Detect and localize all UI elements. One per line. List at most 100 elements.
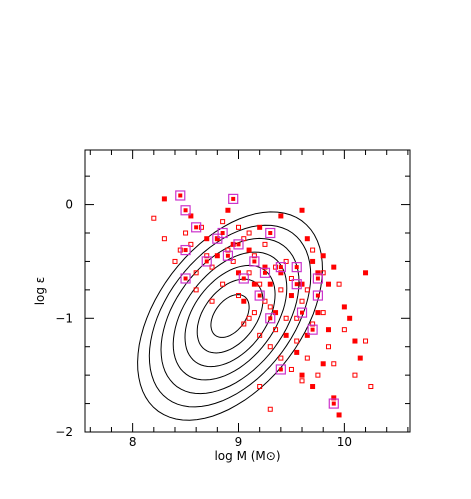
data-point-open <box>267 344 273 350</box>
x-axis-label: log M (M⊙) <box>214 449 280 463</box>
data-point-filled <box>341 304 347 310</box>
data-point-filled <box>214 253 220 259</box>
data-point-open <box>236 224 242 230</box>
data-point-highlight <box>249 256 260 267</box>
data-point-open <box>288 366 294 372</box>
data-point-highlight-core <box>225 253 230 258</box>
data-point-filled <box>230 241 236 247</box>
data-point-open <box>151 215 157 221</box>
points-group <box>151 190 374 418</box>
data-point-highlight <box>296 307 308 318</box>
data-point-open <box>331 361 337 367</box>
contour-line <box>137 211 324 421</box>
data-point-open <box>294 338 300 344</box>
data-point-filled <box>315 310 321 316</box>
data-point-highlight-core <box>215 236 220 241</box>
tick-labels-group: 8 9 10 0 −1 −2 <box>55 198 352 449</box>
data-point-highlight <box>307 324 318 335</box>
data-point-open <box>320 310 326 316</box>
y-tick-label: 0 <box>65 198 73 212</box>
data-point-highlight <box>254 290 265 301</box>
data-point-filled <box>331 395 337 401</box>
y-tick-label: −2 <box>55 425 73 439</box>
data-point-open <box>304 355 310 361</box>
data-point-open <box>273 264 279 270</box>
y-axis-label: log ε <box>33 277 47 306</box>
data-point-filled <box>161 196 167 202</box>
data-point-open <box>209 298 215 304</box>
data-point-highlight-core <box>231 196 236 201</box>
data-point-open <box>299 378 305 384</box>
data-point-open <box>251 253 257 259</box>
data-point-highlight-core <box>278 367 283 372</box>
data-point-open <box>236 293 242 299</box>
data-point-filled <box>299 207 305 213</box>
data-point-highlight <box>175 190 186 201</box>
data-point-filled <box>246 247 252 253</box>
data-point-open <box>225 247 231 253</box>
data-point-open <box>193 287 199 293</box>
data-point-highlight <box>201 256 212 267</box>
data-point-filled <box>299 281 305 287</box>
x-tick-label: 8 <box>129 435 137 449</box>
data-point-open <box>267 406 273 412</box>
data-point-filled <box>188 213 194 219</box>
data-point-open <box>352 372 358 378</box>
data-point-open <box>183 230 189 236</box>
data-point-open <box>262 241 268 247</box>
data-point-open <box>241 236 247 242</box>
data-point-filled <box>288 293 294 299</box>
plot-frame <box>84 149 411 433</box>
data-point-highlight <box>180 205 191 216</box>
data-point-highlight-core <box>236 242 241 247</box>
data-point-open <box>304 287 310 293</box>
data-point-open <box>267 304 273 310</box>
data-point-filled <box>251 281 257 287</box>
data-point-filled <box>304 236 310 242</box>
data-point-open <box>320 270 326 276</box>
data-point-highlight <box>259 267 271 278</box>
data-point-filled <box>299 372 305 378</box>
data-point-filled <box>363 270 369 276</box>
data-point-open <box>363 338 369 344</box>
data-point-open <box>315 372 321 378</box>
data-point-filled <box>336 412 342 418</box>
data-point-open <box>294 315 300 321</box>
data-point-open <box>257 384 263 390</box>
data-point-highlight <box>265 313 276 324</box>
data-point-filled <box>273 310 279 316</box>
data-point-highlight <box>222 250 234 261</box>
data-point-highlight <box>312 273 323 284</box>
data-point-open <box>241 321 247 327</box>
data-point-open <box>283 258 289 264</box>
data-point-highlight <box>291 262 302 273</box>
data-point-highlight-core <box>310 327 315 332</box>
data-point-open <box>273 327 279 333</box>
data-point-filled <box>325 281 331 287</box>
data-point-open <box>257 281 263 287</box>
data-point-filled <box>225 207 231 213</box>
data-point-filled <box>331 264 337 270</box>
data-point-open <box>251 310 257 316</box>
data-point-highlight-core <box>294 265 299 270</box>
contour-line <box>184 264 276 368</box>
data-point-open <box>188 241 194 247</box>
x-tick-label: 9 <box>235 435 243 449</box>
data-point-filled <box>320 253 326 259</box>
data-point-highlight <box>233 239 244 250</box>
data-point-highlight-core <box>241 276 246 281</box>
data-point-open <box>246 270 252 276</box>
data-point-highlight-core <box>220 231 225 236</box>
data-point-highlight <box>291 279 302 290</box>
data-point-highlight <box>180 244 191 256</box>
data-point-highlight-core <box>257 293 262 298</box>
data-point-highlight <box>328 398 339 409</box>
data-point-open <box>299 298 305 304</box>
data-point-filled <box>310 258 316 264</box>
data-point-highlight <box>212 233 223 244</box>
data-point-highlight-core <box>331 401 336 406</box>
data-point-filled <box>357 355 363 361</box>
data-point-open <box>278 355 284 361</box>
data-point-highlight <box>228 193 239 204</box>
